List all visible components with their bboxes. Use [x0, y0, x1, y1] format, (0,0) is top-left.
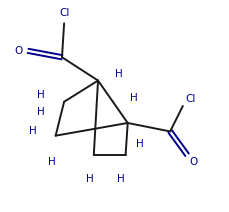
- Text: O: O: [14, 46, 23, 56]
- Text: H: H: [37, 107, 45, 117]
- Text: H: H: [129, 92, 137, 103]
- Text: H: H: [85, 174, 93, 184]
- Text: H: H: [37, 90, 45, 100]
- Text: H: H: [114, 69, 122, 79]
- Text: H: H: [117, 174, 125, 184]
- Text: Cl: Cl: [59, 8, 69, 18]
- Text: O: O: [188, 157, 196, 167]
- Text: H: H: [29, 126, 36, 137]
- Text: H: H: [136, 139, 143, 149]
- Text: H: H: [47, 157, 55, 167]
- Text: Cl: Cl: [184, 94, 194, 104]
